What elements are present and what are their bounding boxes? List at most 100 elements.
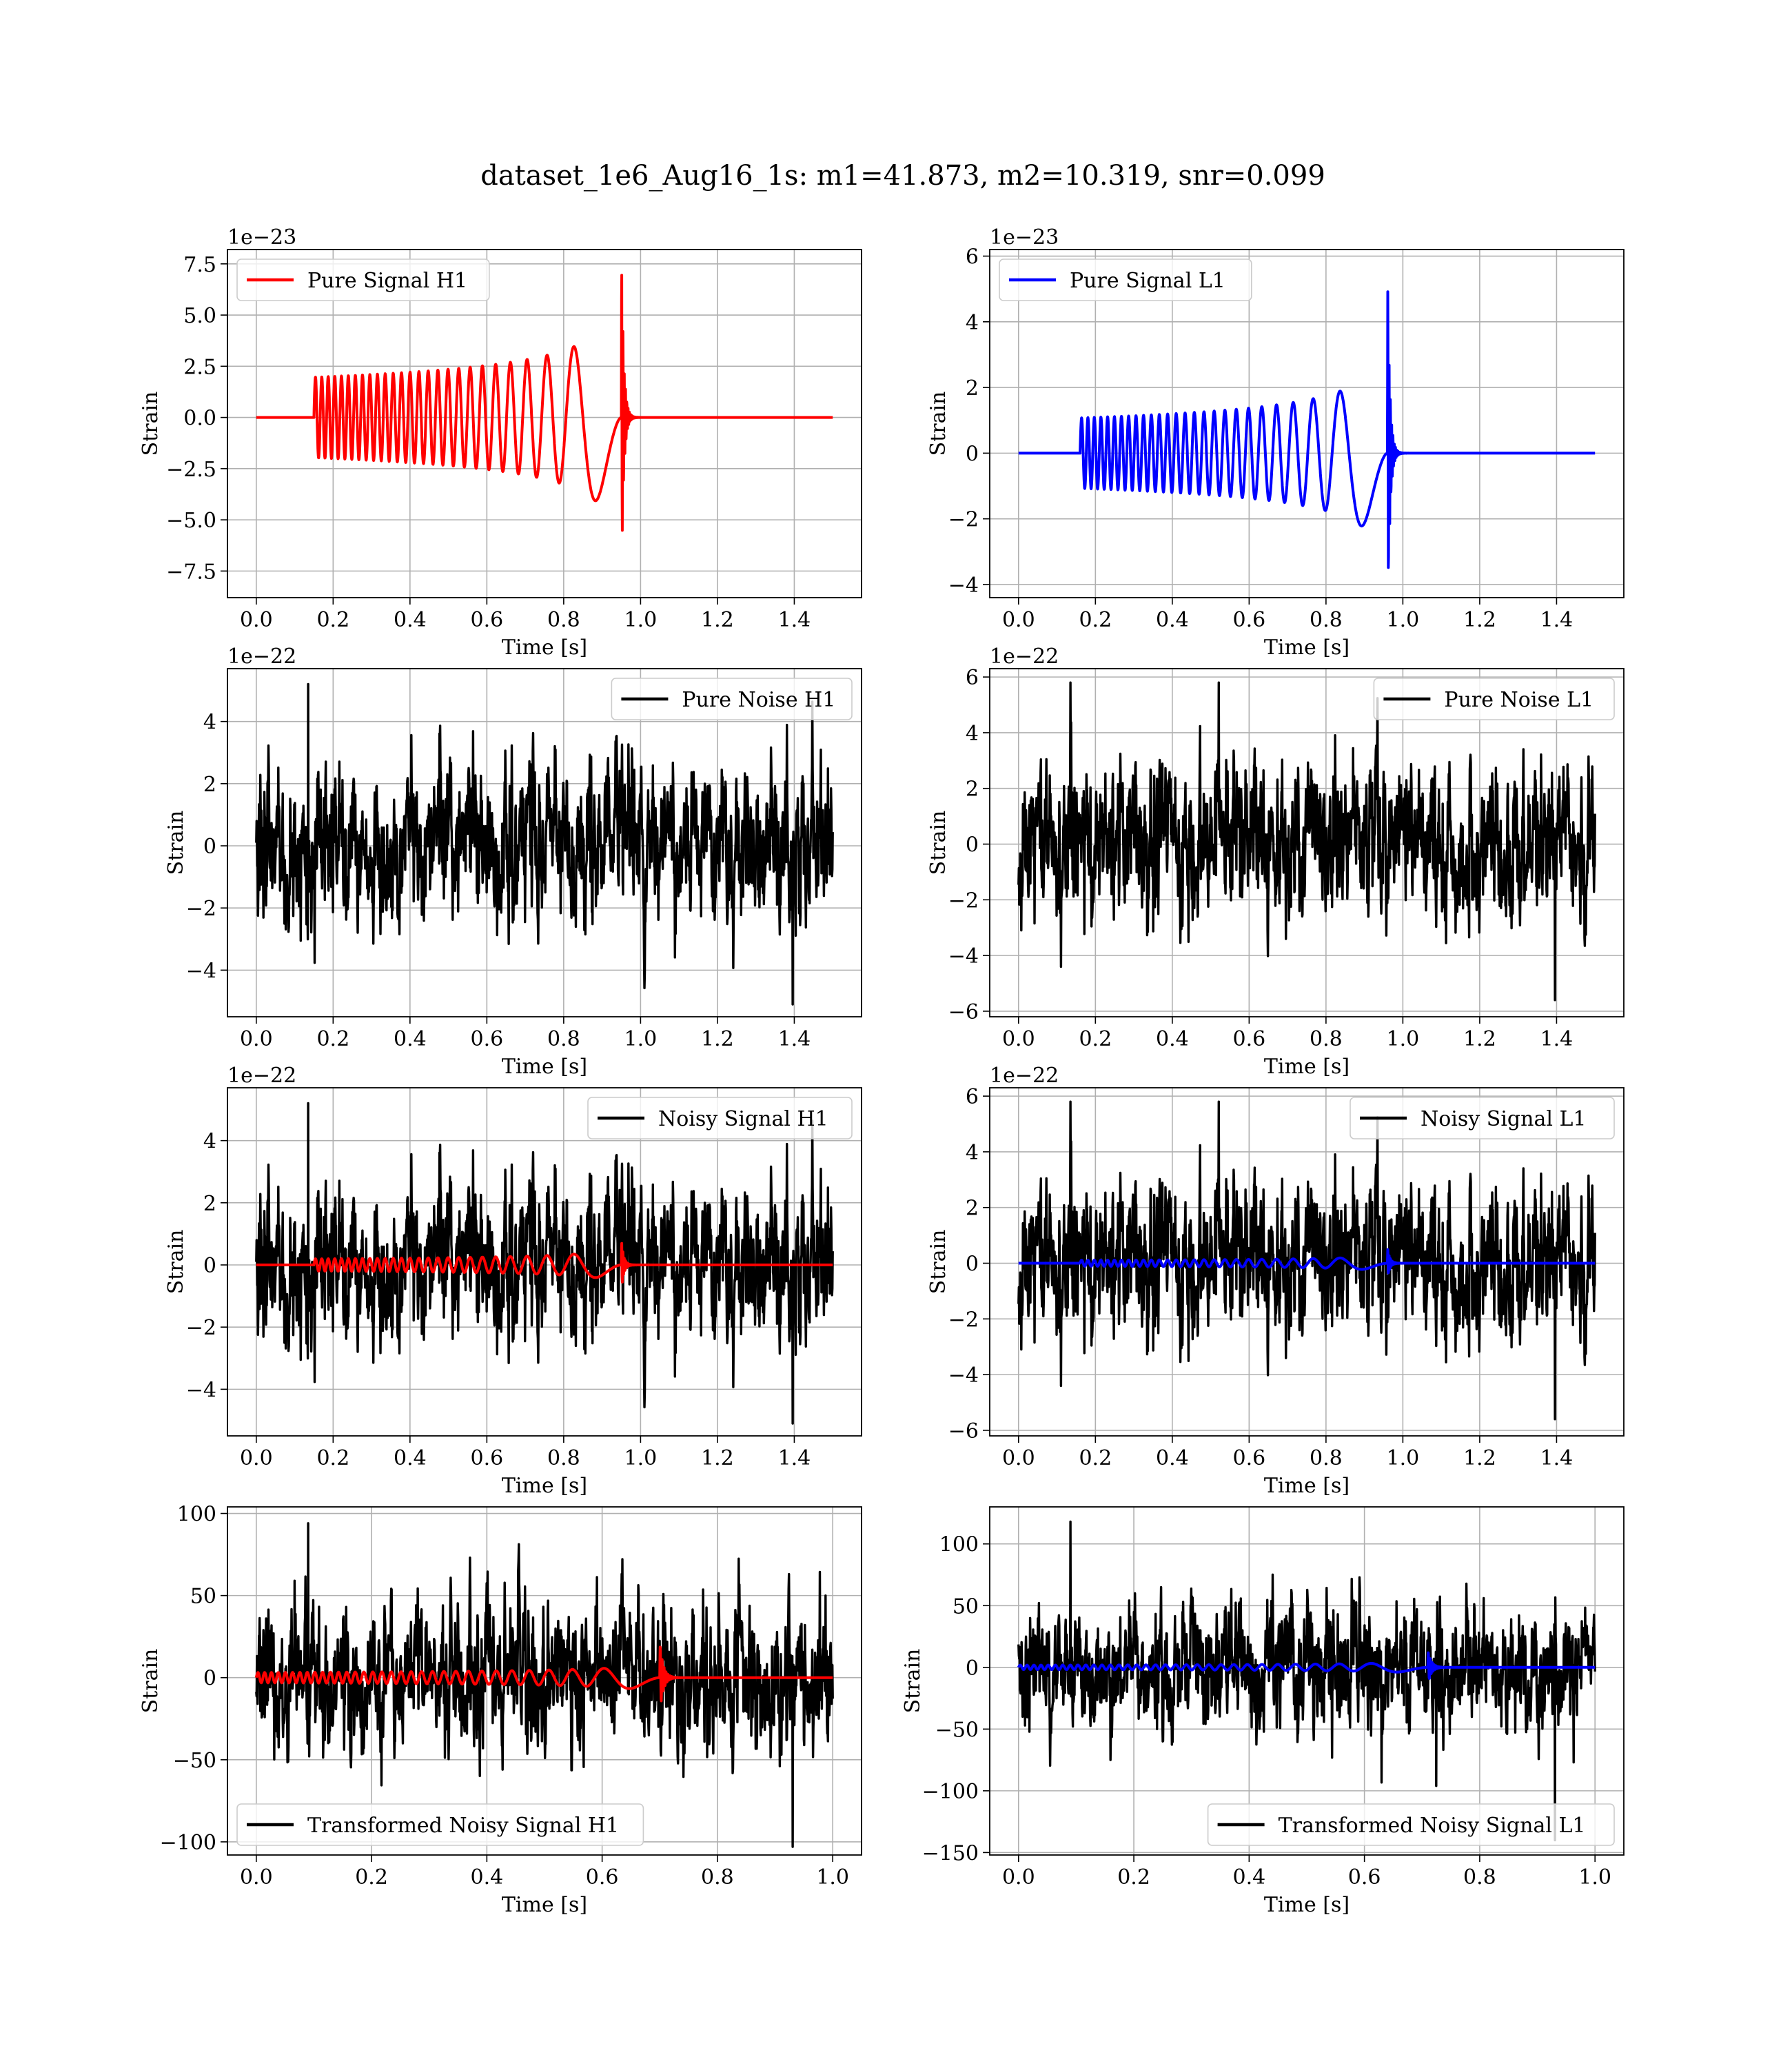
x-tick-label: 1.0 — [624, 1027, 658, 1051]
axes-frame — [989, 1506, 1625, 1856]
x-tick-label: 0.4 — [471, 1865, 504, 1889]
x-tick-label: 0.8 — [701, 1865, 734, 1889]
panel-noisy-signal-l1: 0.0 0.2 0.4 0.6 0.8 1.0 1.2 1.4 −6 −4 −2 0 2 4 6 Time [… — [926, 1064, 1625, 1498]
series-line-chirp-overlay-1 — [254, 1645, 834, 1703]
x-tick-label: 0.2 — [316, 1027, 349, 1051]
y-tick-label: −50 — [935, 1718, 979, 1742]
x-tick-label: 0.8 — [547, 608, 580, 632]
y-tick-label: 4 — [203, 711, 216, 735]
x-tick-label: 1.2 — [1463, 1027, 1496, 1051]
x-tick-label: 0.2 — [316, 1446, 349, 1470]
x-tick-label: 0.8 — [1463, 1865, 1496, 1889]
y-tick-label: −2 — [948, 508, 979, 532]
x-tick-label: 0.2 — [355, 1865, 388, 1889]
panel-transformed-noisy-signal-h1: 0.0 0.2 0.4 0.6 0.8 1.0 −100 −50 0 50 100 Time [s] S… — [139, 1503, 862, 1917]
x-axis-label: Time [s] — [1264, 1893, 1350, 1917]
x-tick-label: 0.8 — [1310, 608, 1343, 632]
y-tick-label: 100 — [177, 1503, 216, 1527]
y-tick-label: 4 — [966, 722, 979, 746]
x-axis-label: Time [s] — [502, 636, 587, 660]
x-tick-label: 0.8 — [547, 1446, 580, 1470]
y-tick-label: −2 — [186, 897, 216, 921]
y-tick-label: 2.5 — [183, 355, 216, 379]
x-tick-label: 0.2 — [1079, 1027, 1112, 1051]
x-tick-label: 0.4 — [394, 1027, 427, 1051]
legend: Noisy Signal H1 — [587, 1097, 853, 1139]
y-axis-label: Strain — [926, 1230, 950, 1295]
x-tick-label: 1.0 — [624, 1446, 658, 1470]
y-tick-label: −100 — [922, 1780, 979, 1804]
series-line-chirp-overlay-1 — [256, 1241, 834, 1284]
x-tick-label: 0.0 — [240, 1446, 273, 1470]
y-tick-label: −4 — [948, 944, 979, 969]
axis-offset-text: 1e−22 — [227, 645, 296, 669]
y-tick-label: −4 — [948, 1364, 979, 1388]
axis-offset-text: 1e−22 — [990, 1064, 1059, 1088]
x-tick-label: 0.4 — [1233, 1865, 1266, 1889]
legend-label: Pure Signal H1 — [307, 269, 467, 293]
y-tick-label: −5.0 — [166, 509, 216, 533]
x-tick-label: 1.4 — [1540, 608, 1574, 632]
panel-transformed-noisy-signal-l1: 0.0 0.2 0.4 0.6 0.8 1.0 −150 −100 −50 0 50 100 Time … — [901, 1506, 1625, 1917]
axes-frame — [227, 1506, 862, 1856]
x-tick-label: 1.4 — [1540, 1027, 1574, 1051]
x-tick-label: 0.0 — [240, 1027, 273, 1051]
series-line-chirp-overlay-1 — [1018, 1248, 1596, 1275]
legend: Transformed Noisy Signal L1 — [1207, 1803, 1615, 1846]
y-tick-label: 2 — [966, 376, 979, 401]
x-tick-label: 0.4 — [1156, 1027, 1189, 1051]
y-tick-label: −2 — [186, 1316, 216, 1340]
y-tick-label: −2.5 — [166, 458, 216, 482]
axes-frame — [227, 1087, 862, 1437]
legend: Pure Signal L1 — [999, 258, 1252, 301]
legend-label: Noisy Signal L1 — [1421, 1107, 1586, 1131]
x-tick-label: 0.8 — [1310, 1027, 1343, 1051]
y-tick-label: 2 — [203, 1192, 216, 1216]
legend: Transformed Noisy Signal H1 — [236, 1803, 644, 1846]
x-tick-label: 0.0 — [1002, 1865, 1035, 1889]
y-axis-label: Strain — [901, 1649, 925, 1714]
y-tick-label: −7.5 — [166, 560, 216, 584]
x-tick-label: 1.0 — [816, 1865, 849, 1889]
y-tick-label: 0 — [966, 1656, 979, 1681]
y-axis-label: Strain — [139, 392, 163, 456]
y-tick-label: 100 — [939, 1533, 979, 1557]
y-tick-label: 6 — [966, 1085, 979, 1109]
series-line-pure-noise-l1 — [1017, 681, 1596, 1002]
x-tick-label: 0.0 — [1002, 1027, 1035, 1051]
y-axis-label: Strain — [139, 1649, 163, 1714]
legend-box — [611, 678, 853, 720]
axes-frame — [227, 668, 862, 1017]
x-axis-label: Time [s] — [502, 1474, 587, 1498]
x-tick-label: 1.0 — [1387, 608, 1420, 632]
y-tick-label: 6 — [966, 666, 979, 690]
legend-box — [999, 258, 1252, 301]
y-tick-label: −100 — [160, 1831, 216, 1855]
axis-offset-text: 1e−22 — [227, 1064, 296, 1088]
panel-pure-signal-h1: 0.0 0.2 0.4 0.6 0.8 1.0 1.2 1.4 −7.5 −5.0 −2.5 0.0 2… — [139, 225, 862, 660]
x-tick-label: 1.4 — [778, 1027, 811, 1051]
y-tick-label: 4 — [966, 1141, 979, 1165]
y-tick-label: −6 — [948, 1000, 979, 1024]
legend-label: Noisy Signal H1 — [658, 1107, 828, 1131]
x-tick-label: 1.2 — [701, 1446, 734, 1470]
series-line-transformed-noisy-signal-l1 — [1017, 1520, 1596, 1842]
series-group — [1017, 1100, 1596, 1421]
y-tick-label: 0 — [203, 1254, 216, 1278]
axes-frame — [227, 249, 862, 598]
series-line-pure-noise-h1 — [255, 682, 834, 1006]
y-tick-label: −4 — [186, 959, 216, 983]
x-tick-label: 0.0 — [1002, 608, 1035, 632]
y-tick-label: 0 — [966, 1253, 979, 1277]
y-axis-label: Strain — [926, 392, 950, 456]
y-tick-label: 4 — [966, 311, 979, 335]
y-tick-label: −4 — [948, 574, 979, 598]
x-tick-label: 0.8 — [1310, 1446, 1343, 1470]
x-tick-label: 1.4 — [778, 608, 811, 632]
y-axis-label: Strain — [164, 811, 188, 875]
y-tick-label: −50 — [173, 1749, 216, 1773]
x-tick-label: 0.2 — [316, 608, 349, 632]
y-tick-label: 0 — [203, 1667, 216, 1691]
series-group — [254, 1522, 834, 1848]
